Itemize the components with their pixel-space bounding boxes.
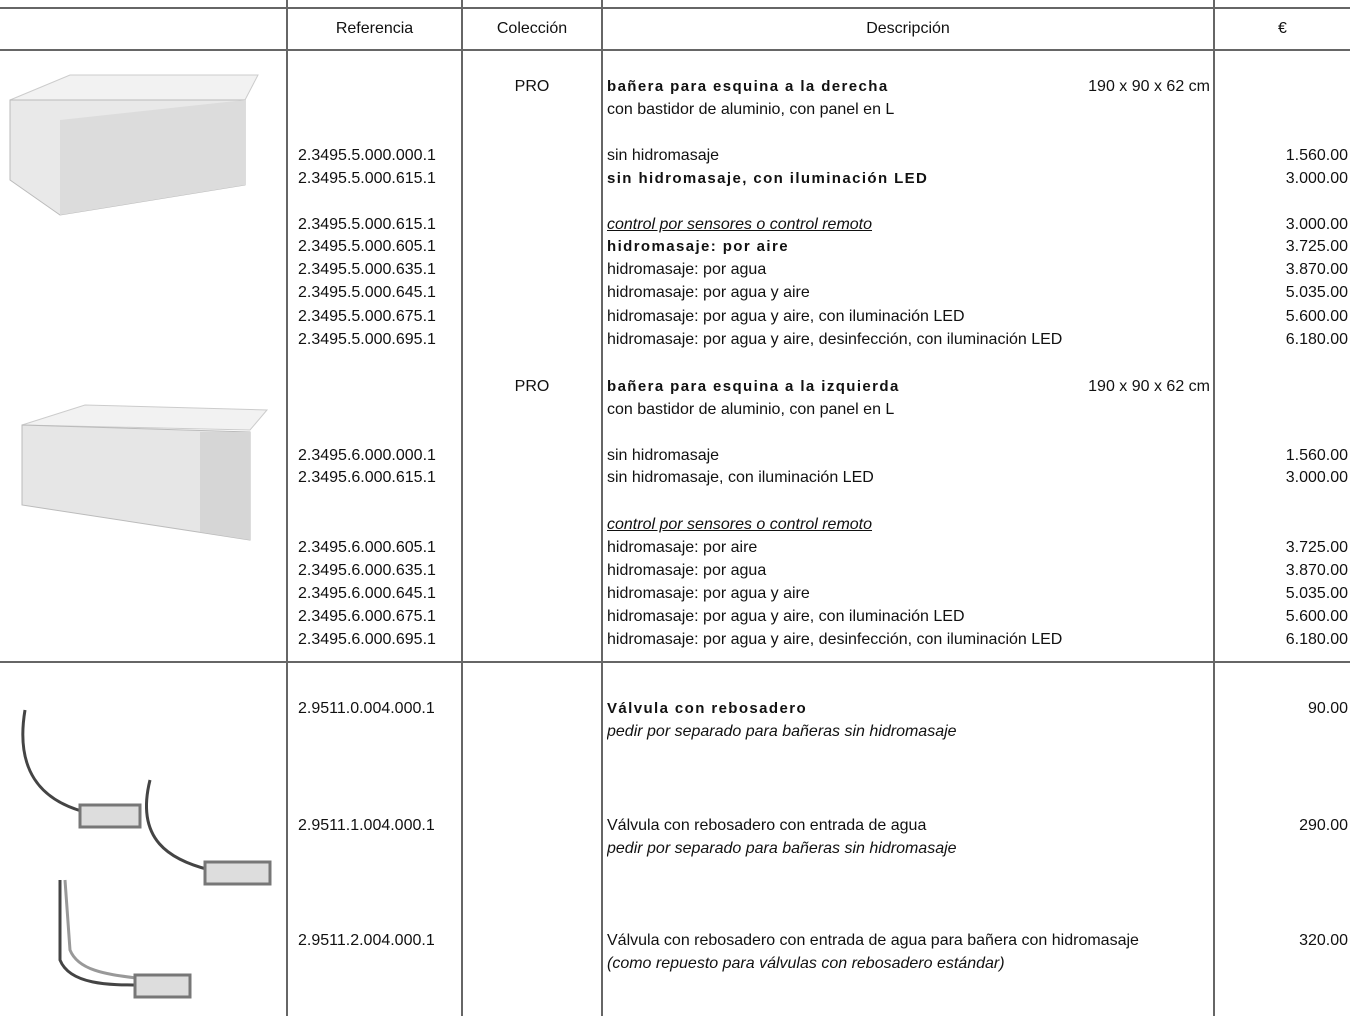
- product-images: [9, 74, 272, 999]
- column-rule: [461, 0, 463, 1016]
- reference: 2.3495.5.000.000.1: [298, 147, 436, 164]
- price: 5.600.00: [1285, 308, 1348, 325]
- price: 6.180.00: [1285, 331, 1348, 348]
- collection: PRO: [514, 78, 550, 95]
- description: control por sensores o control remoto: [607, 516, 873, 533]
- reference: 2.9511.2.004.000.1: [298, 932, 435, 949]
- price: 3.870.00: [1285, 261, 1348, 278]
- header-cell: Descripción: [866, 20, 950, 37]
- description: hidromasaje: por agua y aire, desinfecci…: [607, 331, 1063, 348]
- price: 320.00: [1299, 932, 1348, 949]
- description: (como repuesto para válvulas con rebosad…: [607, 955, 1005, 972]
- description: hidromasaje: por aire: [607, 238, 789, 255]
- description: pedir por separado para bañeras sin hidr…: [607, 723, 957, 740]
- bathtub-right-image: [9, 74, 259, 216]
- description: hidromasaje: por aire: [607, 539, 758, 556]
- description: hidromasaje: por agua y aire: [607, 585, 810, 602]
- reference: 2.3495.6.000.605.1: [298, 539, 436, 556]
- header-cell: €: [1278, 20, 1287, 37]
- price: 5.035.00: [1285, 284, 1348, 301]
- reference: 2.3495.6.000.675.1: [298, 608, 436, 625]
- column-rule: [286, 0, 288, 1016]
- price: 1.560.00: [1285, 147, 1348, 164]
- price: 3.000.00: [1285, 469, 1348, 486]
- description: Válvula con rebosadero: [607, 700, 808, 717]
- reference: 2.3495.5.000.605.1: [298, 238, 436, 255]
- description: hidromasaje: por agua y aire, con ilumin…: [607, 308, 965, 325]
- column-rule: [1213, 0, 1215, 1016]
- bathtub-left-image: [21, 404, 269, 541]
- reference: 2.3495.5.000.635.1: [298, 261, 436, 278]
- column-rule: [601, 0, 603, 1016]
- reference: 2.3495.6.000.695.1: [298, 631, 436, 648]
- price: 3.000.00: [1285, 170, 1348, 187]
- header-cell: Colección: [496, 20, 568, 37]
- price: 3.870.00: [1285, 562, 1348, 579]
- description: hidromasaje: por agua y aire: [607, 284, 810, 301]
- collection: PRO: [514, 378, 550, 395]
- header-rule: [0, 49, 1350, 51]
- reference: 2.3495.6.000.645.1: [298, 585, 436, 602]
- reference: 2.3495.6.000.635.1: [298, 562, 436, 579]
- price: 6.180.00: [1285, 631, 1348, 648]
- reference: 2.3495.5.000.615.1: [298, 170, 436, 187]
- description: con bastidor de aluminio, con panel en L: [607, 401, 895, 418]
- reference: 2.3495.6.000.615.1: [298, 469, 436, 486]
- description: con bastidor de aluminio, con panel en L: [607, 101, 895, 118]
- reference: 2.3495.6.000.000.1: [298, 447, 436, 464]
- description: sin hidromasaje: [607, 147, 720, 164]
- description: Válvula con rebosadero con entrada de ag…: [607, 932, 1139, 949]
- description: sin hidromasaje: [607, 447, 720, 464]
- description: pedir por separado para bañeras sin hidr…: [607, 840, 957, 857]
- description: bañera para esquina a la izquierda: [607, 378, 900, 395]
- price: 1.560.00: [1285, 447, 1348, 464]
- description: bañera para esquina a la derecha: [607, 78, 889, 95]
- description: control por sensores o control remoto: [607, 216, 873, 233]
- price: 5.600.00: [1285, 608, 1348, 625]
- description: sin hidromasaje, con iluminación LED: [607, 170, 929, 187]
- price: 3.725.00: [1285, 238, 1348, 255]
- size: 190 x 90 x 62 cm: [1088, 78, 1210, 95]
- description: hidromasaje: por agua: [607, 562, 767, 579]
- reference: 2.3495.5.000.645.1: [298, 284, 436, 301]
- price: 3.725.00: [1285, 539, 1348, 556]
- reference: 2.3495.5.000.615.1: [298, 216, 436, 233]
- price: 5.035.00: [1285, 585, 1348, 602]
- size: 190 x 90 x 62 cm: [1088, 378, 1210, 395]
- section-rule: [0, 661, 1350, 663]
- reference: 2.9511.0.004.000.1: [298, 700, 435, 717]
- price: 290.00: [1299, 817, 1348, 834]
- reference: 2.3495.5.000.675.1: [298, 308, 436, 325]
- reference: 2.9511.1.004.000.1: [298, 817, 435, 834]
- description: sin hidromasaje, con iluminación LED: [607, 469, 874, 486]
- description: hidromasaje: por agua: [607, 261, 767, 278]
- top-rule: [0, 7, 1350, 9]
- header-cell: Referencia: [335, 20, 414, 37]
- price: 90.00: [1307, 700, 1348, 717]
- price: 3.000.00: [1285, 216, 1348, 233]
- reference: 2.3495.5.000.695.1: [298, 331, 436, 348]
- description: hidromasaje: por agua y aire, con ilumin…: [607, 608, 965, 625]
- description: hidromasaje: por agua y aire, desinfecci…: [607, 631, 1063, 648]
- valve-images: [21, 709, 272, 999]
- description: Válvula con rebosadero con entrada de ag…: [607, 817, 927, 834]
